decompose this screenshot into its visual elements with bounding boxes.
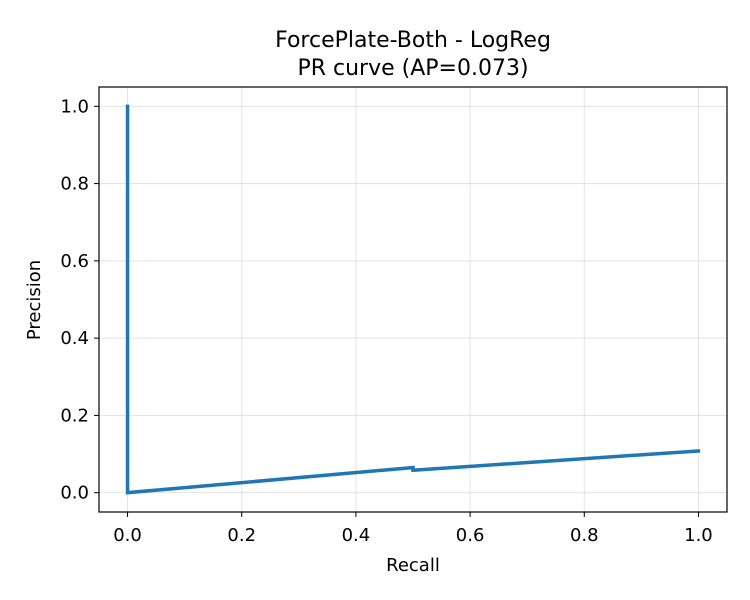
- series-layer: [125, 104, 701, 495]
- x-tick-label: 0.6: [456, 525, 485, 546]
- x-tick-label: 0.2: [227, 525, 256, 546]
- plot-frame: [98, 86, 728, 513]
- x-tick-label: 1.0: [684, 525, 713, 546]
- x-axis-label: Recall: [386, 555, 440, 576]
- x-tick-label: 0.8: [570, 525, 599, 546]
- axis-ticks: 0.0 0.2 0.4 0.6 0.8 1.0 0.0 0.2 0.4 0.6 0.8 1.0: [60, 96, 712, 546]
- y-tick-label: 0.2: [60, 405, 89, 426]
- chart-subtitle: PR curve (AP=0.073): [297, 56, 528, 81]
- chart-title: ForcePlate-Both - LogReg: [275, 28, 551, 53]
- y-axis-label: Precision: [24, 260, 45, 340]
- y-tick-label: 0.4: [60, 328, 89, 349]
- y-tick-label: 0.6: [60, 251, 89, 272]
- y-tick-label: 1.0: [60, 96, 89, 117]
- pr-curve-line-0: [125, 104, 701, 495]
- x-tick-label: 0.0: [113, 525, 142, 546]
- x-tick-label: 0.4: [342, 525, 371, 546]
- y-tick-label: 0.8: [60, 174, 89, 195]
- y-tick-label: 0.0: [60, 483, 89, 504]
- grid-lines: [99, 87, 727, 512]
